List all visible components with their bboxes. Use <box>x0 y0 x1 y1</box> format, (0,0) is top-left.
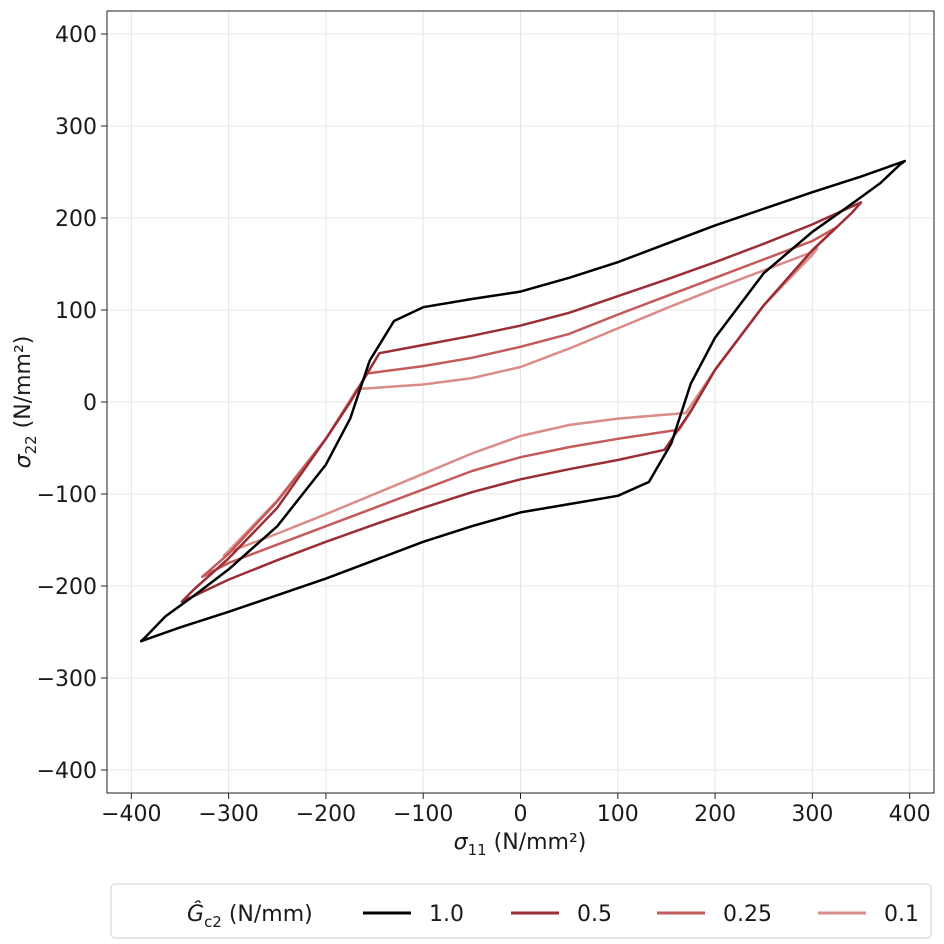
legend-label: 1.0 <box>429 902 464 927</box>
x-tick-label: 0 <box>514 802 528 827</box>
x-tick-label: 300 <box>791 802 833 827</box>
y-axis-label-subscript: 22 <box>22 435 40 454</box>
x-tick-label: −300 <box>198 802 258 827</box>
legend-title: Ĝc2 (N/mm) <box>187 901 313 931</box>
legend-entries: 1.0 0.5 0.25 0.1 <box>363 902 919 927</box>
x-tick-label: −400 <box>101 802 161 827</box>
legend-title-symbol: Ĝ <box>187 901 204 927</box>
y-tick-label: −200 <box>37 575 97 600</box>
legend-box <box>110 883 932 939</box>
x-axis-label: σ11 (N/mm²) <box>454 830 587 859</box>
x-axis-label-symbol: σ <box>454 830 469 855</box>
x-tick-label: −100 <box>393 802 453 827</box>
legend-title-unit: (N/mm) <box>222 902 313 927</box>
y-axis-ticks: −400 −300 −200 −100 0 100 200 300 400 <box>37 23 107 784</box>
x-axis-ticks: −400 −300 −200 −100 0 100 200 300 400 <box>101 793 931 827</box>
y-tick-label: 400 <box>55 23 97 48</box>
x-tick-label: 400 <box>889 802 931 827</box>
x-axis-label-unit: (N/mm²) <box>487 830 587 855</box>
x-tick-label: −200 <box>296 802 356 827</box>
x-tick-label: 200 <box>694 802 736 827</box>
legend-entry: 0.1 <box>818 902 919 927</box>
y-axis-label-unit: (N/mm²) <box>11 336 36 436</box>
legend: Ĝc2 (N/mm) 1.0 0.5 0.25 0.1 <box>110 883 932 939</box>
y-tick-label: −100 <box>37 483 97 508</box>
series-line-0-5 <box>180 201 863 603</box>
legend-entry: 1.0 <box>363 902 464 927</box>
x-tick-label: 100 <box>597 802 639 827</box>
legend-entry: 0.25 <box>657 902 772 927</box>
series-line-0-1 <box>222 247 819 557</box>
legend-title-subscript: c2 <box>204 913 222 931</box>
legend-label: 0.25 <box>723 902 772 927</box>
y-tick-label: 0 <box>83 391 97 416</box>
y-tick-label: 300 <box>55 115 97 140</box>
y-tick-label: 200 <box>55 207 97 232</box>
y-tick-label: 100 <box>55 299 97 324</box>
series-line-1-0 <box>139 159 907 643</box>
y-axis-label-symbol: σ <box>11 453 36 468</box>
plot-lines <box>139 159 907 643</box>
y-tick-label: −400 <box>37 759 97 784</box>
grid <box>107 11 934 793</box>
x-axis-label-subscript: 11 <box>468 841 487 859</box>
legend-label: 0.5 <box>577 902 612 927</box>
y-tick-label: −300 <box>37 667 97 692</box>
legend-label: 0.1 <box>884 902 919 927</box>
y-axis-label: σ22 (N/mm²) <box>11 336 40 469</box>
legend-entry: 0.5 <box>511 902 612 927</box>
